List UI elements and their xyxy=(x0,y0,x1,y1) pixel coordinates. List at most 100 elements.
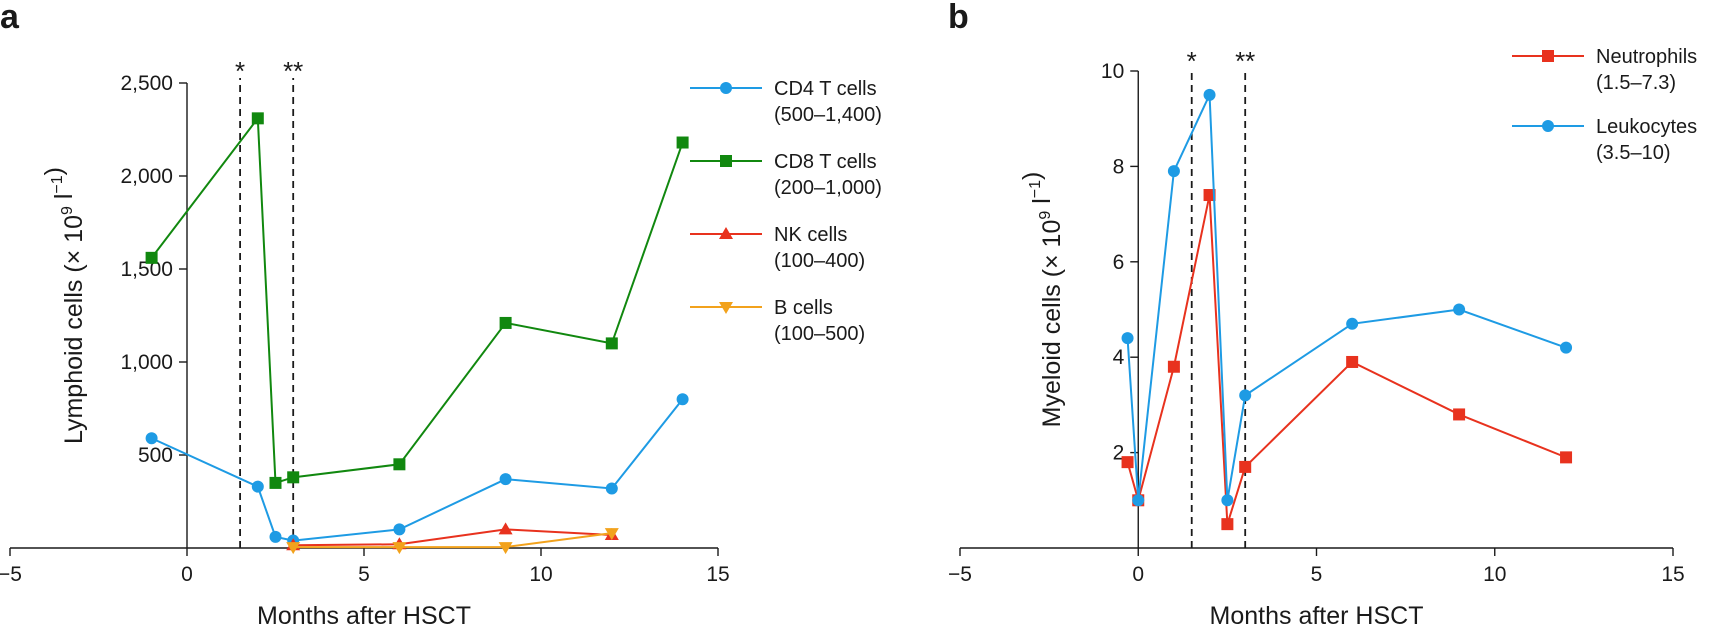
data-point xyxy=(676,136,689,149)
x-tick-label: 5 xyxy=(1311,563,1323,586)
event-star-label: * xyxy=(235,56,245,86)
x-tick-label: −5 xyxy=(0,563,22,586)
legend-marker xyxy=(720,155,732,167)
data-point xyxy=(1121,332,1134,345)
y-tick-label: 2,000 xyxy=(120,165,173,188)
legend-marker xyxy=(1542,50,1554,62)
legend-label: CD8 T cells xyxy=(774,151,877,173)
legend-label: CD4 T cells xyxy=(774,78,877,100)
x-tick-label: −5 xyxy=(948,563,972,586)
x-tick-label: 15 xyxy=(706,563,729,586)
legend-marker xyxy=(719,227,733,239)
data-point xyxy=(145,251,158,264)
legend-range: (500–1,400) xyxy=(774,104,882,126)
data-point xyxy=(1221,518,1234,531)
series-cd8-t-cells xyxy=(145,112,689,489)
series-neutrophils xyxy=(1121,189,1573,531)
legend-range: (200–1,000) xyxy=(774,177,882,199)
series-line xyxy=(151,398,684,542)
event-star-label: ** xyxy=(283,56,303,86)
data-point xyxy=(1346,317,1359,330)
data-point xyxy=(1560,341,1573,354)
data-point xyxy=(498,542,513,555)
data-point xyxy=(392,542,407,555)
legend-entry: Leukocytes (3.5–10) xyxy=(1512,116,1697,164)
data-point xyxy=(1167,165,1180,178)
x-tick-label: 0 xyxy=(1132,563,1144,586)
data-point xyxy=(1346,355,1359,368)
data-point xyxy=(1221,494,1234,507)
event-star-label: ** xyxy=(1235,46,1255,76)
legend-label: B cells xyxy=(774,297,833,319)
y-tick-label: 1,000 xyxy=(120,351,173,374)
x-tick-label: 5 xyxy=(358,563,370,586)
data-point xyxy=(499,316,512,329)
data-point xyxy=(287,471,300,484)
y-tick-label: 6 xyxy=(1113,251,1125,274)
legend-entry: NK cells (100–400) xyxy=(690,224,865,272)
series-line xyxy=(150,115,684,485)
x-tick-label: 0 xyxy=(181,563,193,586)
series-b-cells xyxy=(286,528,619,555)
x-tick-label: 15 xyxy=(1661,563,1684,586)
data-point xyxy=(1453,408,1466,421)
data-point xyxy=(1132,494,1145,507)
x-axis-title: Months after HSCT xyxy=(257,602,471,630)
panel-letter: b xyxy=(948,0,969,36)
x-tick-label: 10 xyxy=(529,563,552,586)
data-point xyxy=(145,432,158,445)
y-axis-title: Myeloid cells (× 109 l−1) xyxy=(1018,172,1066,428)
series-line xyxy=(1126,94,1567,501)
panel-letter: a xyxy=(0,0,20,36)
series-cd4-t-cells xyxy=(145,393,689,547)
data-point xyxy=(269,530,282,543)
data-point xyxy=(1121,456,1134,469)
legend-label: NK cells xyxy=(774,224,847,246)
legend-entry: B cells (100–500) xyxy=(690,297,865,345)
data-point xyxy=(1560,451,1573,464)
x-axis-title: Months after HSCT xyxy=(1210,602,1424,630)
y-tick-label: 2,500 xyxy=(120,72,173,95)
data-point xyxy=(676,393,689,406)
y-tick-label: 8 xyxy=(1113,155,1125,178)
data-point xyxy=(605,482,618,495)
legend-entry: CD8 T cells (200–1,000) xyxy=(690,151,882,199)
legend-marker xyxy=(719,302,733,314)
data-point xyxy=(269,476,282,489)
y-tick-label: 10 xyxy=(1101,60,1124,83)
y-tick-label: 500 xyxy=(138,444,173,467)
data-point xyxy=(605,337,618,350)
series-leukocytes xyxy=(1121,88,1573,507)
legend-range: (100–500) xyxy=(774,323,865,345)
data-point xyxy=(251,112,264,125)
data-point xyxy=(286,542,301,555)
legend-range: (3.5–10) xyxy=(1596,142,1671,164)
legend-marker xyxy=(1542,120,1554,132)
data-point xyxy=(1453,303,1466,316)
data-point xyxy=(1203,189,1216,202)
data-point xyxy=(393,458,406,471)
panel-a: a −5 0 5 10 15 Months after HSCT 500 1,000 1,500 2… xyxy=(0,0,882,630)
event-star-label: * xyxy=(1187,46,1197,76)
data-point xyxy=(604,528,619,541)
legend-marker xyxy=(720,82,732,94)
data-point xyxy=(1167,360,1180,373)
y-tick-label: 4 xyxy=(1113,346,1125,369)
data-point xyxy=(251,480,264,493)
y-tick-label: 2 xyxy=(1113,442,1125,465)
panel-b: b −5 0 5 10 15 Months after HSCT 2 4 6 8 10 Myeloid … xyxy=(948,0,1697,630)
data-point xyxy=(499,473,512,486)
data-point xyxy=(1239,389,1252,402)
legend-entry: Neutrophils (1.5–7.3) xyxy=(1512,46,1697,94)
data-point xyxy=(1203,88,1216,101)
legend-range: (100–400) xyxy=(774,250,865,272)
y-tick-label: 1,500 xyxy=(120,258,173,281)
data-point xyxy=(393,523,406,536)
series-line xyxy=(293,528,612,547)
series-line xyxy=(293,532,612,549)
legend-entry: CD4 T cells (500–1,400) xyxy=(690,78,882,126)
legend-range: (1.5–7.3) xyxy=(1596,72,1676,94)
y-axis-title: Lymphoid cells (× 109 l−1) xyxy=(40,167,88,444)
data-point xyxy=(498,522,513,535)
